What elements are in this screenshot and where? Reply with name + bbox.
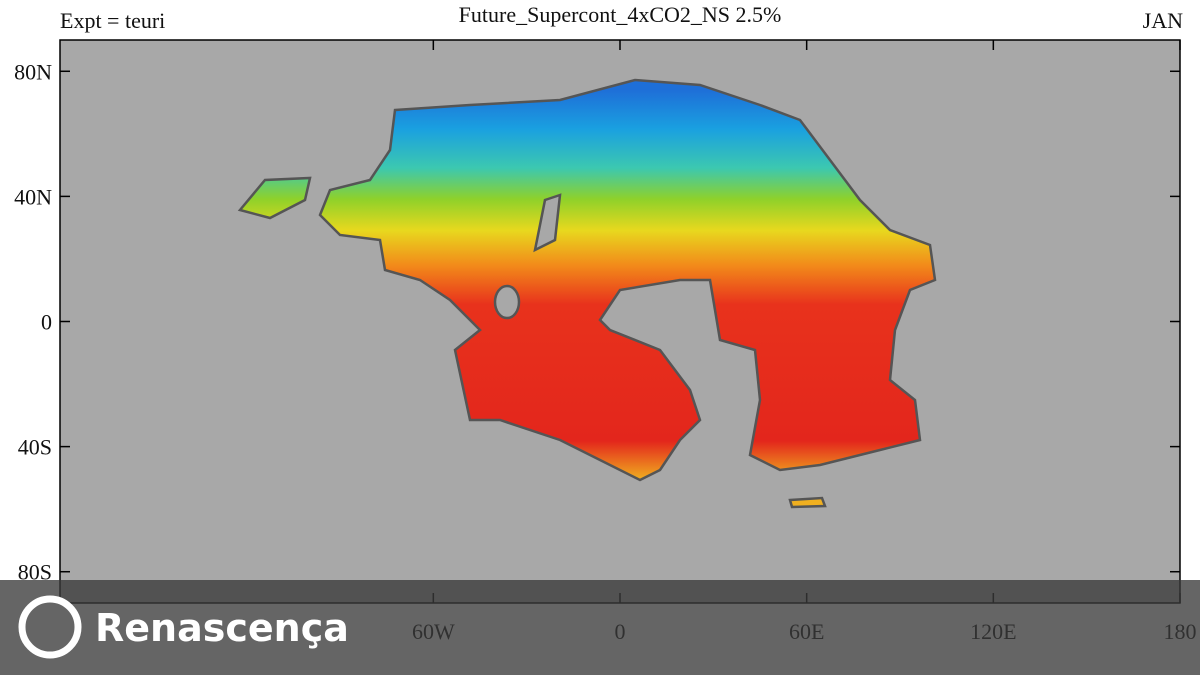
watermark-logo xyxy=(18,595,82,659)
landmass xyxy=(237,78,937,509)
month-label: JAN xyxy=(1143,8,1183,33)
y-tick-label: 40S xyxy=(18,435,52,460)
y-tick-label: 0 xyxy=(41,310,52,335)
y-tick-label: 40N xyxy=(14,184,52,209)
watermark-bar xyxy=(0,580,1200,675)
experiment-label: Expt = teuri xyxy=(60,8,165,33)
map-title: Future_Supercont_4xCO2_NS 2.5% xyxy=(459,2,782,27)
y-tick-label: 80N xyxy=(14,59,52,84)
watermark-text: Renascença xyxy=(95,606,349,650)
